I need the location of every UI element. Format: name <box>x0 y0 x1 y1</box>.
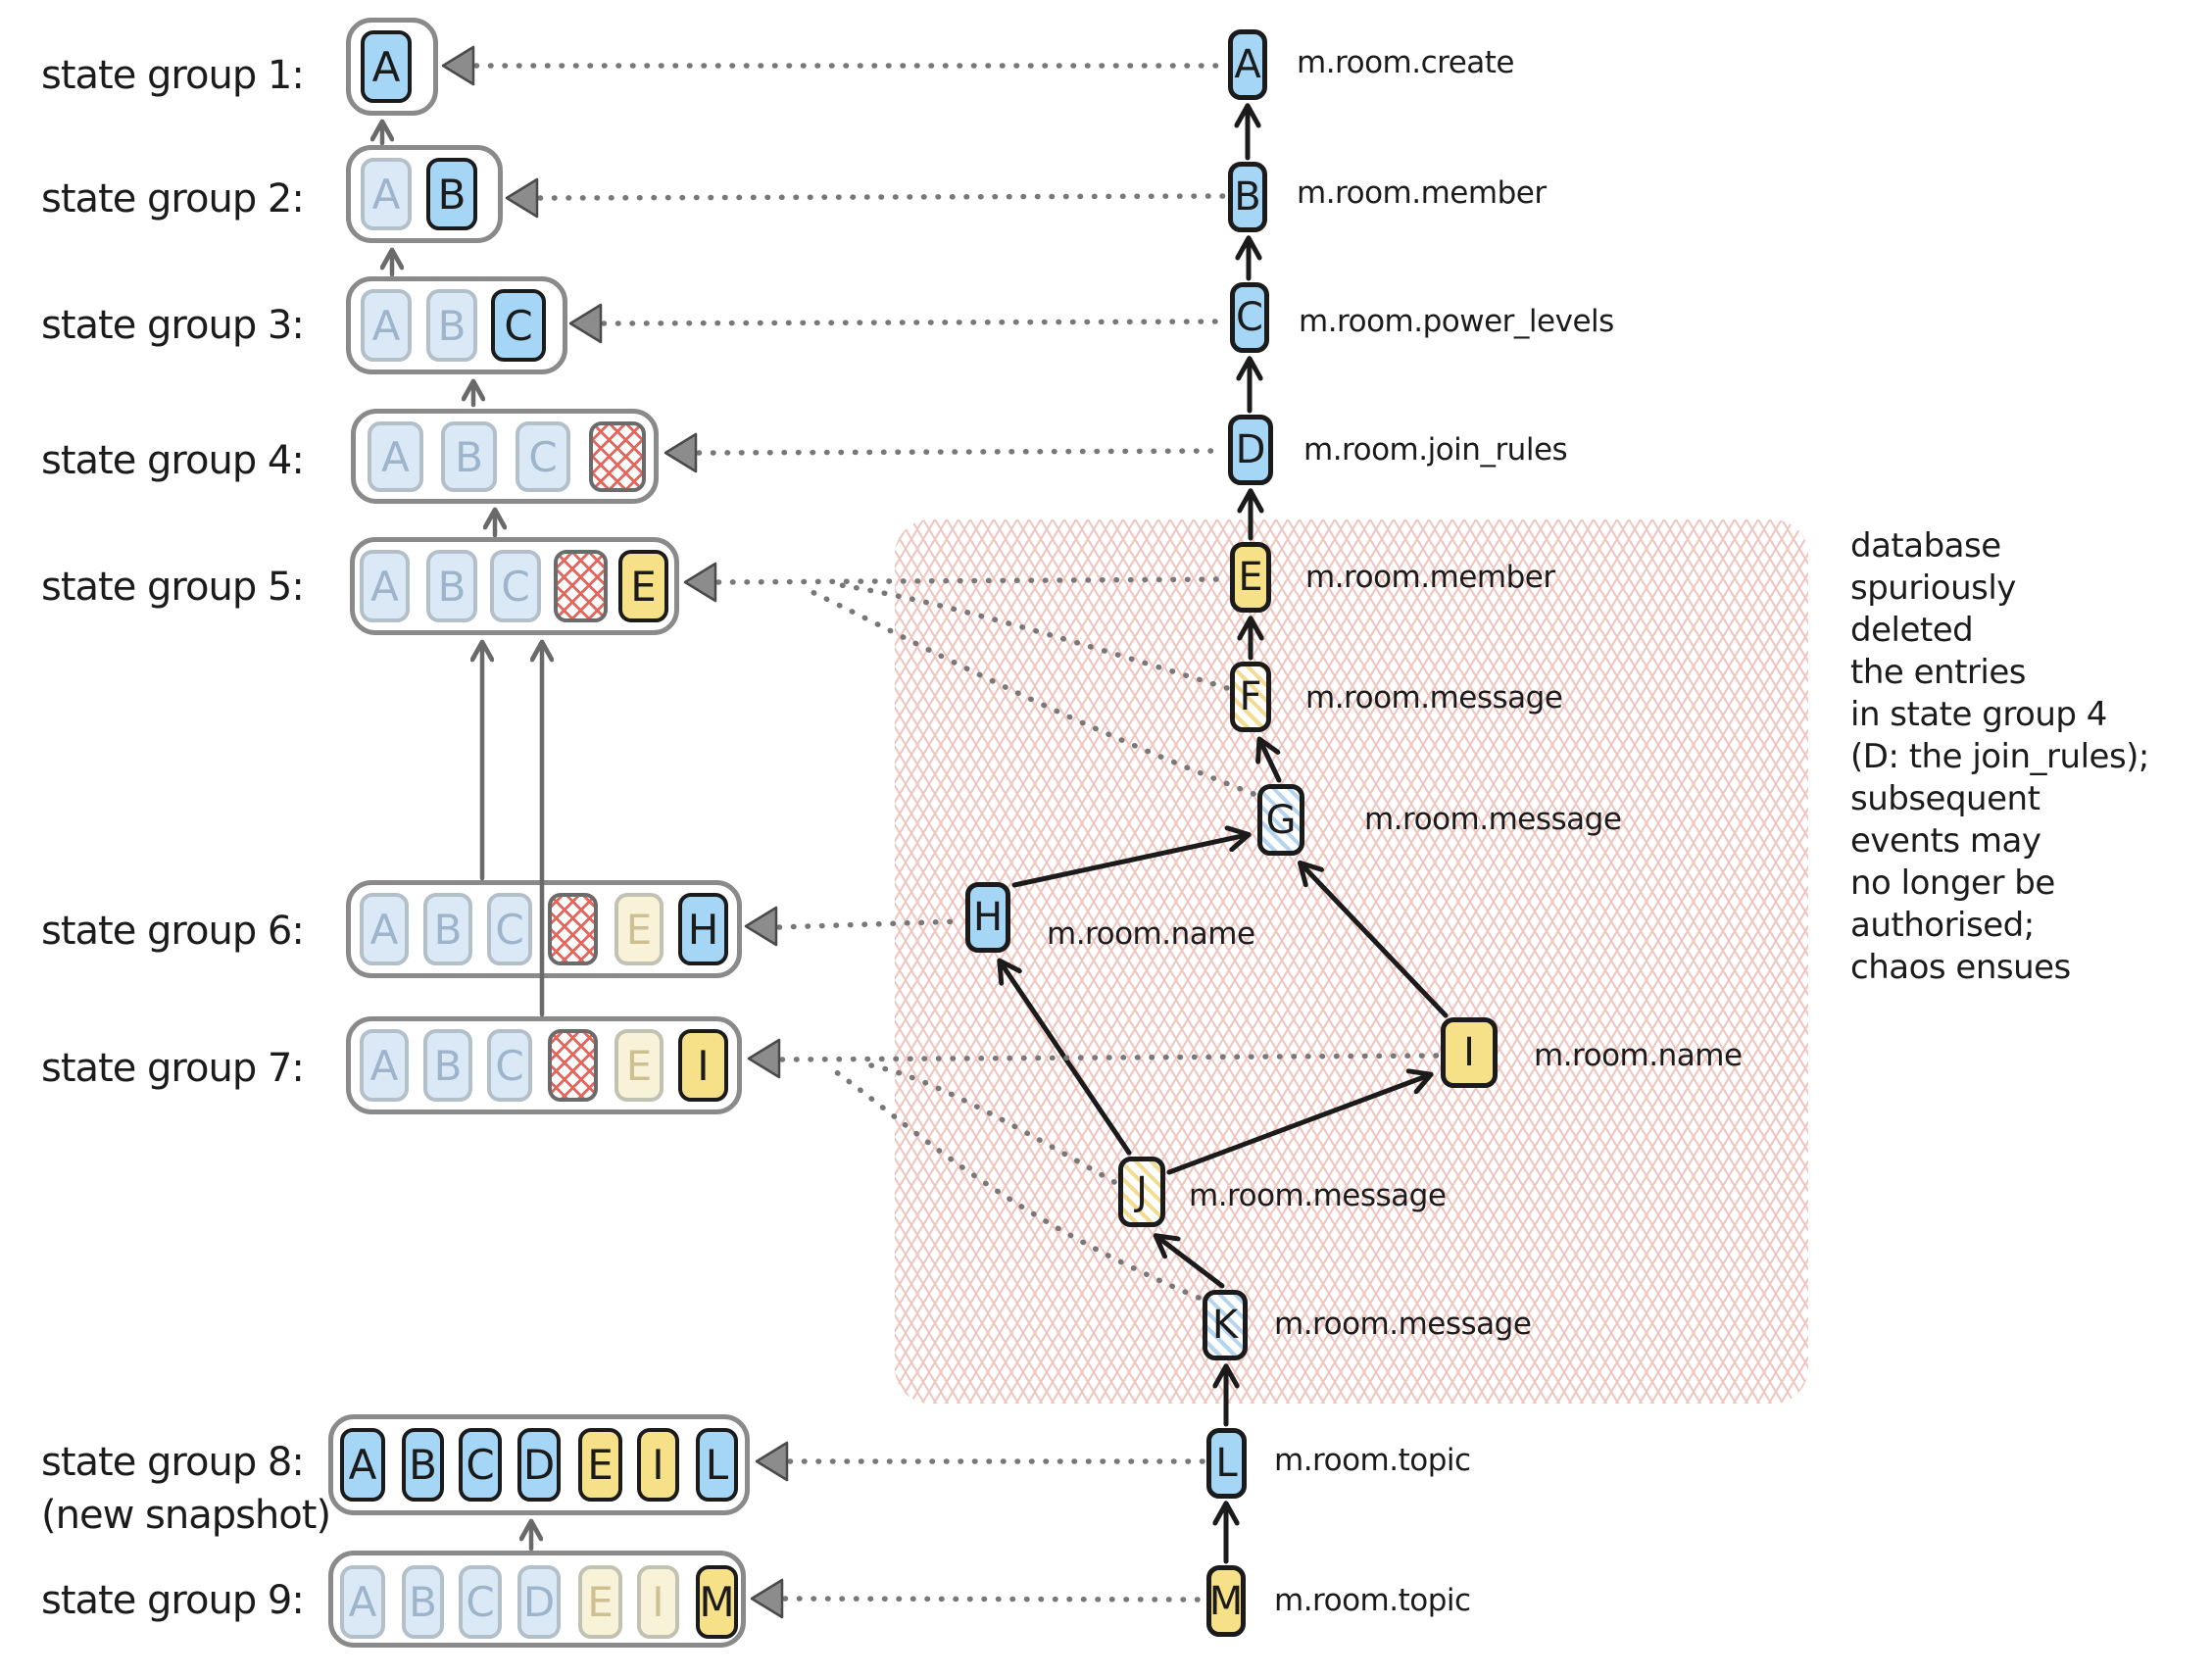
event-node-D: D <box>1228 415 1273 485</box>
annotation-line-11: chaos ensues <box>1850 948 2071 987</box>
event-type-label-A: m.room.create <box>1297 45 1515 80</box>
event-type-label-I: m.room.name <box>1534 1038 1743 1073</box>
chip-B: B <box>402 1565 444 1639</box>
chip-A: A <box>360 1029 409 1102</box>
event-type-label-D: m.room.join_rules <box>1303 432 1568 468</box>
state-group-label-1: state group 1: <box>41 53 305 98</box>
state-group-label-3: state group 3: <box>41 303 305 348</box>
chip-deleted-D <box>548 893 598 965</box>
event-type-label-G: m.room.message <box>1364 802 1622 837</box>
state-group-label-8: state group 8: <box>41 1440 305 1485</box>
event-node-I: I <box>1441 1017 1498 1088</box>
event-node-M: M <box>1206 1565 1246 1637</box>
event-type-label-F: m.room.message <box>1305 680 1563 715</box>
state-group-label-2: state group 2: <box>41 176 305 222</box>
chip-C: C <box>487 1029 532 1102</box>
chip-C: C <box>459 1428 502 1502</box>
event-type-label-K: m.room.message <box>1274 1307 1532 1342</box>
chip-B: B <box>402 1428 444 1502</box>
chip-A: A <box>360 550 410 622</box>
annotation-line-3: deleted <box>1850 611 1974 650</box>
state-group-label-7: state group 7: <box>41 1046 305 1091</box>
chip-deleted-D <box>589 421 646 492</box>
state-group-label-4: state group 4: <box>41 438 305 483</box>
chip-E: E <box>578 1428 622 1502</box>
event-type-label-M: m.room.topic <box>1274 1583 1471 1618</box>
chip-E: E <box>618 550 668 622</box>
event-node-A: A <box>1228 29 1267 100</box>
state-group-label-9: state group 9: <box>41 1578 305 1623</box>
chip-A: A <box>340 1565 385 1639</box>
event-node-E: E <box>1230 542 1271 613</box>
annotation-text: database spuriously deleted the entries in s… <box>1850 525 2149 989</box>
chip-C: C <box>491 289 546 362</box>
annotation-line-9: no longer be <box>1850 863 2055 903</box>
chip-B: B <box>426 550 477 622</box>
state-group-sublabel-8: (new snapshot) <box>41 1493 331 1538</box>
annotation-line-10: authorised; <box>1850 906 2035 945</box>
chip-C: C <box>490 550 541 622</box>
event-type-label-B: m.room.member <box>1297 175 1547 211</box>
chip-E: E <box>614 1029 664 1102</box>
state-group-label-5: state group 5: <box>41 565 305 610</box>
annotation-line-8: events may <box>1850 821 2041 861</box>
chip-B: B <box>423 893 472 965</box>
state-group-label-6: state group 6: <box>41 909 305 954</box>
state-group-box-7 <box>346 1016 742 1114</box>
event-node-L: L <box>1206 1428 1247 1499</box>
event-node-J: J <box>1118 1157 1165 1227</box>
chip-A: A <box>368 421 423 492</box>
event-node-G: G <box>1257 784 1304 856</box>
chip-E: E <box>578 1565 622 1639</box>
event-type-label-H: m.room.name <box>1047 916 1255 952</box>
event-type-label-C: m.room.power_levels <box>1299 304 1614 339</box>
annotation-line-4: the entries <box>1850 653 2026 692</box>
event-type-label-L: m.room.topic <box>1274 1443 1471 1478</box>
chip-I: I <box>637 1565 679 1639</box>
annotation-line-5: in state group 4 <box>1850 695 2107 734</box>
event-node-F: F <box>1230 662 1271 732</box>
event-type-label-E: m.room.member <box>1305 560 1555 595</box>
chip-C: C <box>516 421 570 492</box>
chip-D: D <box>517 1565 561 1639</box>
annotation-line-7: subsequent <box>1850 779 2040 818</box>
chip-A: A <box>360 893 409 965</box>
event-type-label-J: m.room.message <box>1189 1178 1447 1213</box>
event-node-H: H <box>965 882 1010 953</box>
chip-B: B <box>441 421 497 492</box>
annotation-line-1: database <box>1850 526 2001 566</box>
chip-I: I <box>637 1428 679 1502</box>
annotation-line-6: (D: the join_rules); <box>1850 737 2149 776</box>
event-node-B: B <box>1228 162 1267 232</box>
chip-C: C <box>487 893 532 965</box>
chip-B: B <box>426 158 477 230</box>
chip-L: L <box>696 1428 738 1502</box>
chip-E: E <box>614 893 664 965</box>
event-node-K: K <box>1203 1290 1248 1360</box>
chip-D: D <box>517 1428 561 1502</box>
chip-A: A <box>361 289 412 362</box>
chip-A: A <box>361 30 412 103</box>
chip-B: B <box>426 289 477 362</box>
chip-B: B <box>423 1029 472 1102</box>
chip-M: M <box>696 1565 738 1639</box>
chip-deleted-D <box>554 550 608 622</box>
event-node-C: C <box>1230 282 1269 353</box>
chip-deleted-D <box>548 1029 598 1102</box>
chip-A: A <box>340 1428 385 1502</box>
chip-H: H <box>678 893 728 965</box>
annotation-line-2: spuriously <box>1850 568 2016 608</box>
chip-I: I <box>678 1029 728 1102</box>
chip-C: C <box>459 1565 502 1639</box>
chip-A: A <box>361 158 412 230</box>
